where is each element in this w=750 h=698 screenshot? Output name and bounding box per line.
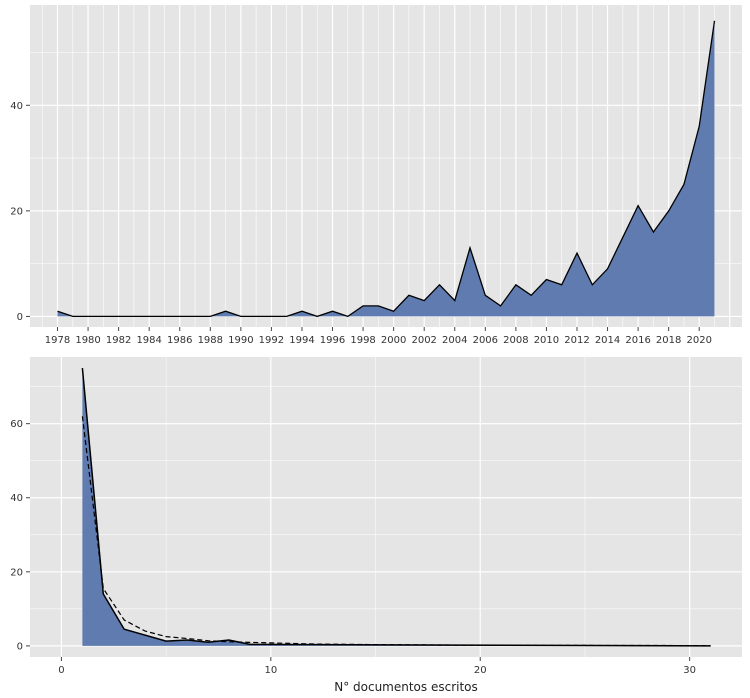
x-tick-label: 1988 (198, 335, 223, 346)
x-tick-label: 2000 (381, 335, 406, 346)
plot1-y-axis: 0 20 40 (10, 101, 30, 323)
y-tick-label: 0 (17, 641, 23, 652)
x-tick-label: 2002 (411, 335, 436, 346)
x-tick-label: 1996 (320, 335, 345, 346)
x-tick-label: 1990 (228, 335, 253, 346)
x-tick-label: 1978 (45, 335, 70, 346)
plot1-area-series (57, 20, 715, 317)
x-tick-label: 2018 (656, 335, 681, 346)
x-tick-label: 1992 (259, 335, 284, 346)
x-tick-label: 30 (683, 665, 696, 676)
x-tick-label: 20 (474, 665, 487, 676)
plot2-expected-line (81, 416, 711, 647)
x-tick-label: 2012 (564, 335, 589, 346)
plot2-y-axis: 0 20 40 60 (10, 419, 30, 652)
x-tick-label: 1994 (289, 335, 314, 346)
plot1-x-axis: 1978 1980 1982 1984 1986 1988 1990 1992 1994 1996… (45, 327, 712, 346)
y-tick-label: 20 (10, 567, 23, 578)
x-tick-label: 2008 (503, 335, 528, 346)
plot2-x-axis-label: N° documentos escritos (334, 680, 478, 694)
x-tick-label: 1980 (75, 335, 100, 346)
plot2-background (30, 357, 742, 657)
y-tick-label: 40 (10, 101, 23, 112)
x-tick-label: 1998 (350, 335, 375, 346)
x-tick-label: 2016 (625, 335, 650, 346)
x-tick-label: 2010 (534, 335, 559, 346)
x-tick-label: 2006 (473, 335, 498, 346)
x-tick-label: 2014 (595, 335, 620, 346)
y-tick-label: 60 (10, 419, 23, 430)
x-tick-label: 1982 (106, 335, 131, 346)
x-tick-label: 10 (264, 665, 277, 676)
y-tick-label: 20 (10, 206, 23, 217)
plot2-observed-line (81, 368, 711, 647)
x-tick-label: 0 (58, 665, 64, 676)
plot1-line-series (57, 20, 716, 318)
x-tick-label: 1984 (136, 335, 161, 346)
plot2-x-axis: 0 10 20 30 (58, 657, 696, 676)
x-tick-label: 2020 (686, 335, 711, 346)
y-tick-label: 40 (10, 493, 23, 504)
y-tick-label: 0 (17, 312, 23, 323)
x-tick-label: 1986 (167, 335, 192, 346)
x-tick-label: 2004 (442, 335, 467, 346)
